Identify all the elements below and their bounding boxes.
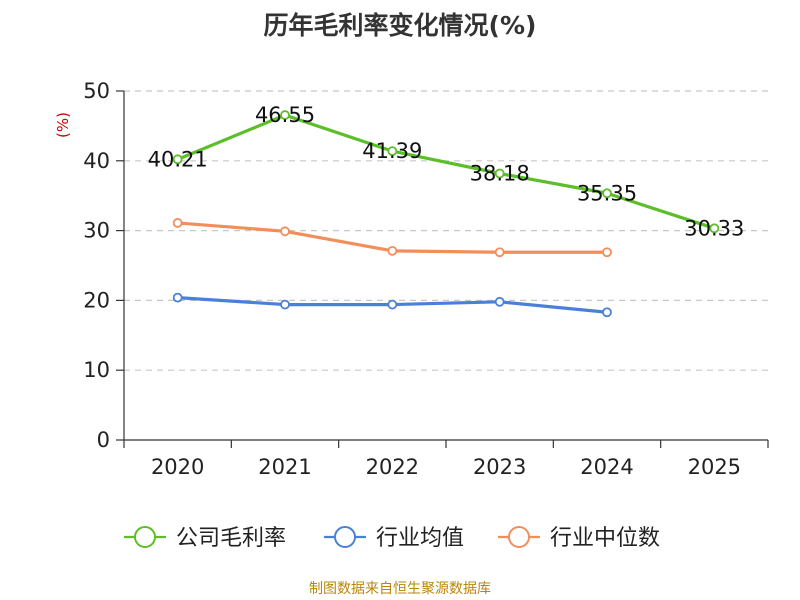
legend-label: 公司毛利率: [176, 526, 286, 551]
legend-marker: [334, 526, 356, 548]
chart-title: 历年毛利率变化情况(%): [263, 11, 537, 40]
y-tick-label: 10: [83, 358, 110, 382]
data-point: [280, 226, 290, 237]
x-tick-label: 2020: [151, 455, 204, 479]
data-labels: 40.21 46.55 41.39 38.18 35.35 30.33: [148, 103, 745, 240]
y-tick-label: 20: [83, 288, 110, 312]
x-tick-label: 2025: [688, 455, 741, 479]
data-label: 38.18: [470, 162, 530, 186]
data-point: [387, 245, 398, 256]
series-line-0: [177, 113, 715, 230]
legend-label: 行业均值: [376, 526, 464, 551]
data-label: 46.55: [255, 103, 315, 127]
data-point: [494, 247, 505, 258]
legend-marker: [134, 526, 156, 548]
data-source-note: 制图数据来自恒生聚源数据库: [309, 581, 491, 597]
data-label: 41.39: [362, 139, 422, 163]
y-axis-label: (%): [54, 112, 72, 138]
data-point: [602, 307, 612, 318]
data-point: [602, 247, 612, 258]
data-point: [387, 299, 398, 310]
x-tick-label: 2022: [366, 455, 419, 479]
y-tick-label: 50: [83, 79, 110, 103]
y-tick-label: 30: [83, 219, 110, 243]
series-lines: [172, 110, 720, 318]
data-point: [602, 188, 612, 199]
data-point: [280, 299, 290, 310]
data-point: [387, 146, 398, 156]
legend-marker: [508, 526, 530, 548]
legend: 公司毛利率 行业均值 行业中位数: [124, 526, 660, 551]
data-point: [280, 110, 290, 120]
x-tick-label: 2023: [473, 455, 526, 479]
data-point: [494, 168, 505, 179]
grid-lines: [124, 90, 768, 371]
data-label: 30.33: [684, 216, 744, 240]
legend-label: 行业中位数: [550, 526, 660, 551]
data-point: [494, 296, 505, 307]
data-point: [172, 292, 183, 303]
x-tick-label: 2021: [258, 455, 311, 479]
y-tick-label: 0: [97, 428, 110, 452]
y-tick-label: 40: [83, 149, 110, 173]
data-point: [172, 154, 183, 165]
data-point: [709, 223, 720, 234]
data-label: 35.35: [577, 181, 637, 205]
axes: 0 10 20 30 40 50 2020 2021 2022 2023 2024 2025: [83, 79, 769, 479]
data-point: [172, 218, 183, 228]
x-tick-label: 2024: [580, 455, 633, 479]
data-label: 40.21: [148, 147, 208, 171]
